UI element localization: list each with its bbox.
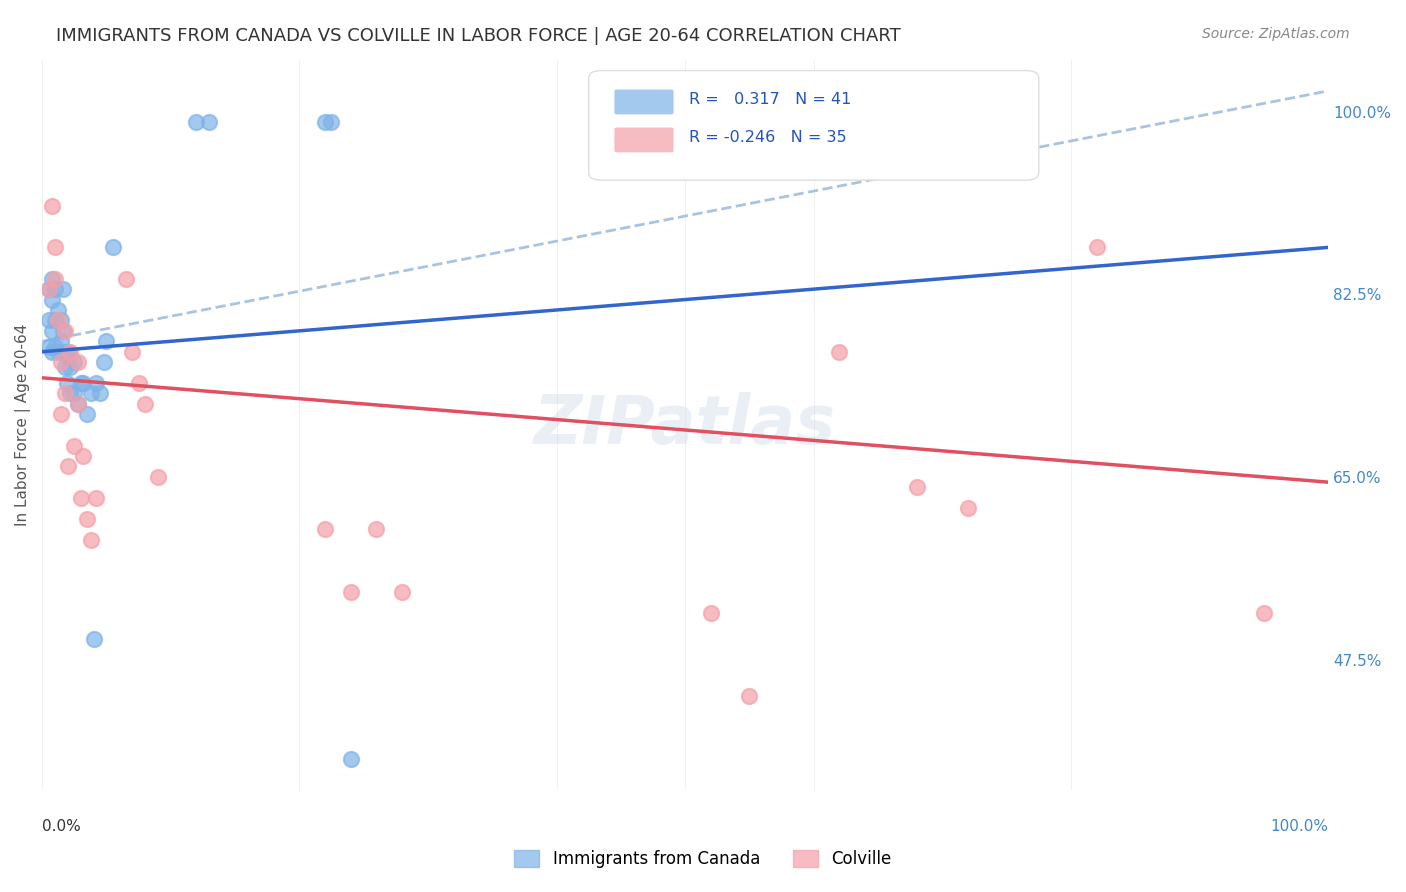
Point (59, 386, 82, 401)
Point (41, 324, 63, 338)
Point (38, 282, 60, 296)
Point (44, 240, 66, 254)
Point (41, 271, 63, 285)
FancyBboxPatch shape (614, 89, 673, 114)
Legend: Immigrants from Canada, Colville: Immigrants from Canada, Colville (508, 843, 898, 875)
Point (80, 533, 103, 547)
Point (41, 293, 63, 307)
Point (93, 355, 115, 369)
Text: ZIPatlas: ZIPatlas (534, 392, 837, 458)
Point (700, 606, 723, 620)
Point (59, 360, 82, 375)
Point (72, 376, 94, 390)
Point (186, 115, 208, 129)
Point (38, 313, 60, 327)
Point (96, 334, 118, 349)
Point (76, 511, 98, 525)
Point (339, 751, 361, 765)
Point (198, 115, 221, 129)
Point (53, 386, 76, 401)
Point (339, 584, 361, 599)
Point (41, 199, 63, 213)
Point (84, 491, 107, 505)
Point (56, 459, 79, 474)
Point (69, 376, 91, 390)
Point (80, 386, 103, 401)
Point (46, 344, 69, 359)
Point (67, 355, 90, 369)
Point (59, 344, 82, 359)
Point (44, 313, 66, 327)
Point (52, 282, 75, 296)
FancyBboxPatch shape (614, 128, 673, 153)
Point (76, 407, 98, 421)
Point (51, 313, 73, 327)
Point (957, 501, 980, 516)
Point (44, 339, 66, 353)
Text: R =   0.317   N = 41: R = 0.317 N = 41 (689, 92, 852, 107)
Point (63, 355, 86, 369)
Text: 0.0%: 0.0% (42, 819, 82, 834)
Point (314, 522, 336, 536)
Point (366, 522, 388, 536)
Point (46, 303, 69, 318)
Point (56, 350, 79, 364)
Point (56, 344, 79, 359)
Point (1085, 240, 1108, 254)
Point (53, 360, 76, 375)
Point (72, 449, 94, 463)
Point (828, 344, 851, 359)
Point (44, 271, 66, 285)
Point (52, 324, 75, 338)
Point (53, 324, 76, 338)
Point (314, 115, 336, 129)
Point (134, 397, 156, 411)
Point (51, 334, 73, 349)
Text: R = -0.246   N = 35: R = -0.246 N = 35 (689, 130, 846, 145)
Point (38, 339, 60, 353)
Point (38, 282, 60, 296)
Point (1253, 606, 1275, 620)
Point (63, 386, 86, 401)
Point (738, 689, 761, 703)
Point (55, 376, 77, 390)
Point (53, 344, 76, 359)
Point (51, 355, 73, 369)
Point (128, 376, 150, 390)
Point (905, 480, 928, 494)
Point (51, 407, 73, 421)
FancyBboxPatch shape (589, 70, 1039, 180)
Point (83, 632, 105, 646)
Point (121, 344, 143, 359)
Point (63, 439, 86, 453)
Text: 100.0%: 100.0% (1270, 819, 1329, 834)
Point (84, 376, 107, 390)
Point (44, 282, 66, 296)
Point (114, 271, 136, 285)
Point (67, 397, 90, 411)
Y-axis label: In Labor Force | Age 20-64: In Labor Force | Age 20-64 (15, 324, 31, 526)
Point (41, 344, 63, 359)
Point (391, 584, 413, 599)
Point (89, 386, 111, 401)
Point (146, 470, 169, 484)
Text: IMMIGRANTS FROM CANADA VS COLVILLE IN LABOR FORCE | AGE 20-64 CORRELATION CHART: IMMIGRANTS FROM CANADA VS COLVILLE IN LA… (56, 27, 901, 45)
Point (69, 491, 91, 505)
Point (101, 240, 124, 254)
Point (46, 313, 69, 327)
Text: Source: ZipAtlas.com: Source: ZipAtlas.com (1202, 27, 1350, 41)
Point (67, 397, 90, 411)
Point (321, 115, 343, 129)
